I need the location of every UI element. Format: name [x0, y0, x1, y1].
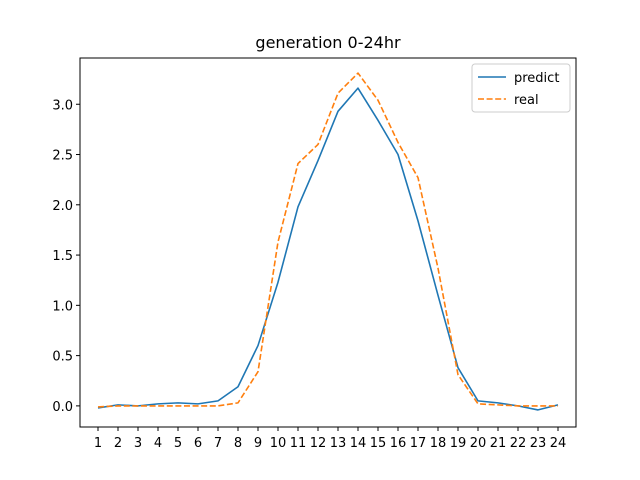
y-axis: 0.0 0.5 1.0 1.5 2.0 2.5 3.0	[52, 98, 80, 415]
plot-area	[97, 72, 559, 411]
x-tick-label: 14	[350, 436, 367, 451]
legend-label-predict: predict	[514, 71, 559, 86]
plot-frame	[79, 57, 577, 428]
series-line-predict	[97, 87, 559, 411]
x-tick-label: 9	[254, 436, 262, 451]
chart-title: generation 0-24hr	[255, 33, 401, 52]
x-tick-label: 10	[270, 436, 287, 451]
x-tick-label: 20	[470, 436, 487, 451]
x-tick-label: 12	[310, 436, 327, 451]
y-tick-label: 2.5	[52, 149, 73, 164]
x-tick-label: 5	[174, 436, 182, 451]
x-tick-label: 2	[114, 436, 122, 451]
x-tick-label: 7	[214, 436, 222, 451]
x-tick-label: 3	[134, 436, 142, 451]
x-tick-label: 11	[290, 436, 307, 451]
x-tick-label: 16	[390, 436, 407, 451]
x-tick-label: 23	[530, 436, 547, 451]
legend: predict real	[471, 63, 571, 113]
x-tick-label: 13	[330, 436, 347, 451]
x-tick-label: 21	[490, 436, 507, 451]
y-tick-label: 2.0	[52, 199, 73, 214]
x-tick-label: 22	[510, 436, 527, 451]
x-tick-label: 8	[234, 436, 242, 451]
y-tick-label: 3.0	[52, 98, 73, 113]
legend-label-real: real	[514, 93, 539, 108]
x-tick-label: 19	[450, 436, 467, 451]
x-axis: 1 2 3 4 5 6 7 8 9 10 11 12 13 14 15 16 17 18 19 20 21 22 23 24	[94, 427, 566, 451]
x-tick-label: 15	[370, 436, 387, 451]
series-line-real	[97, 72, 558, 408]
x-tick-label: 24	[550, 436, 567, 451]
y-tick-label: 0.0	[52, 400, 73, 415]
x-tick-label: 18	[430, 436, 447, 451]
y-tick-label: 1.5	[52, 249, 73, 264]
x-tick-label: 17	[410, 436, 427, 451]
y-tick-label: 1.0	[52, 299, 73, 314]
x-tick-label: 1	[94, 436, 102, 451]
x-tick-label: 6	[194, 436, 202, 451]
y-tick-label: 0.5	[52, 350, 73, 365]
legend-box	[471, 63, 571, 113]
x-tick-label: 4	[154, 436, 162, 451]
